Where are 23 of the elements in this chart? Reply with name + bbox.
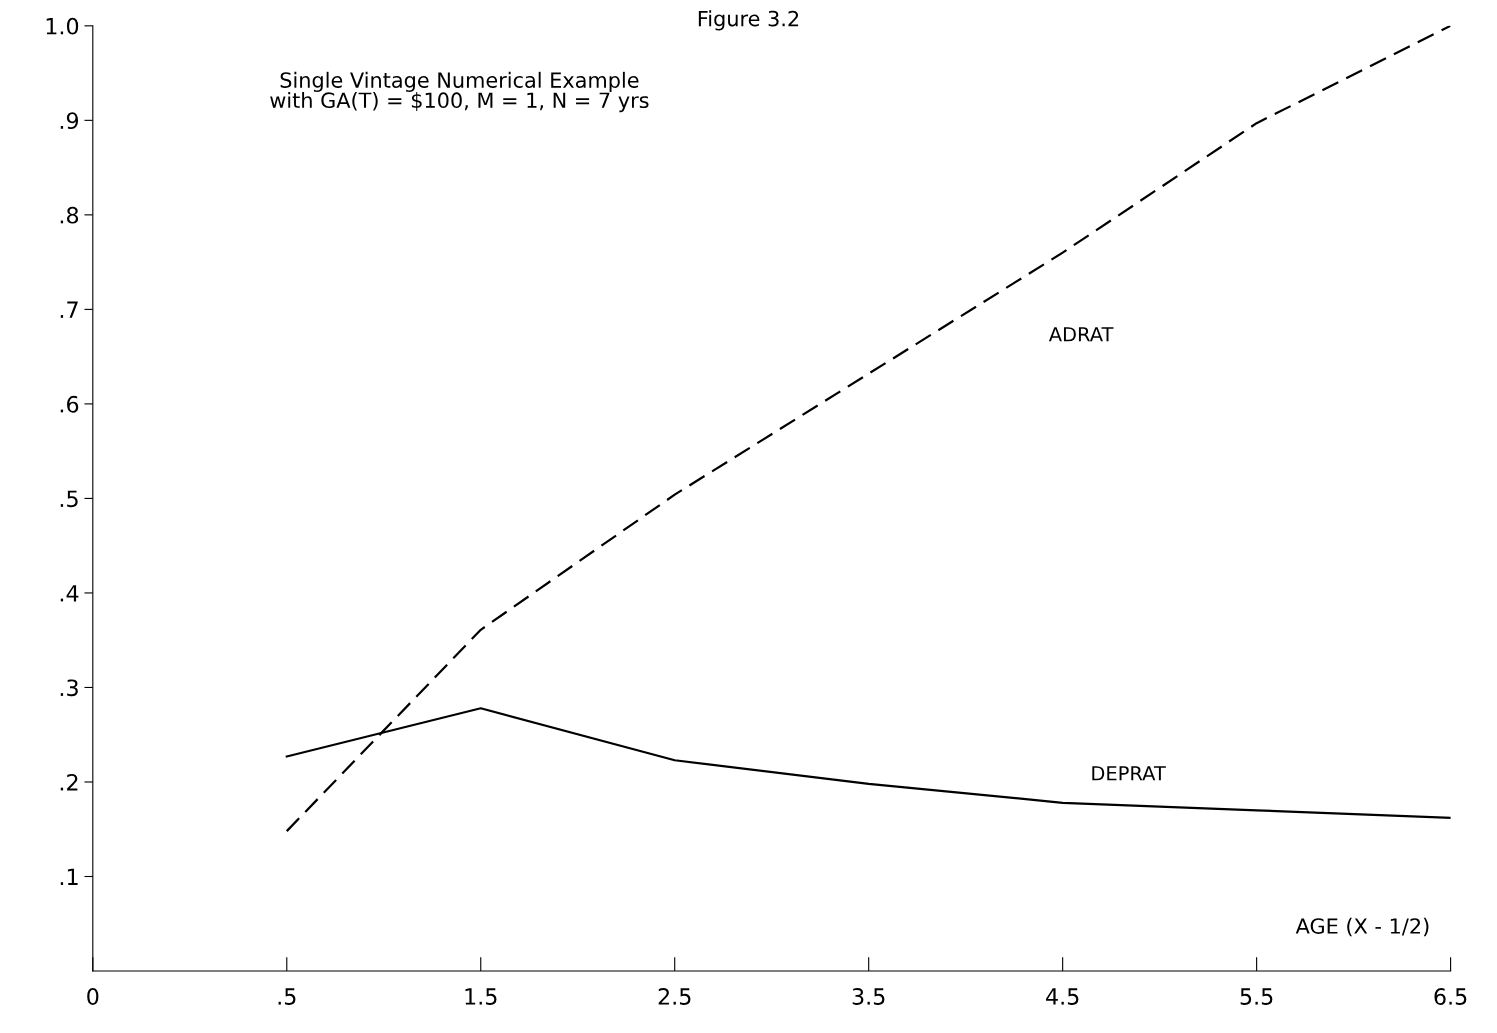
- y-tick-label: 1.0: [46, 17, 79, 35]
- text: Single Vintage Numerical Example with GA(T) = $100, M = 1, N = 7 yrs: [270, 71, 649, 113]
- x-tick-label: 3.5: [852, 988, 885, 1005]
- y-tick-label: .5: [60, 490, 78, 508]
- y-tick-label: .6: [60, 395, 79, 413]
- y-tick-label: .1: [60, 868, 78, 885]
- x-tick-label: 0: [87, 988, 99, 1005]
- y-tick-label: .7: [60, 301, 78, 318]
- x-axis-title: AGE (X - 1/2): [1295, 917, 1429, 937]
- y-tick-label: .3: [60, 679, 78, 697]
- x-tick-label: 6.5: [1434, 988, 1467, 1005]
- y-tick-label: .4: [60, 585, 79, 602]
- text: ADRAT: [1048, 327, 1114, 342]
- y-tick-label: .8: [60, 206, 79, 224]
- chart-title: Figure 3.2: [698, 10, 799, 31]
- x-tick-label: 1.5: [465, 988, 497, 1005]
- x-tick-label: 5.5: [1240, 988, 1273, 1005]
- x-tick-label: 4.5: [1046, 988, 1079, 1005]
- x-tick-label: .5: [278, 988, 296, 1005]
- series-label: DEPRAT: [1092, 766, 1166, 781]
- y-tick-label: .2: [60, 773, 78, 791]
- x-tick-label: 2.5: [658, 988, 691, 1005]
- y-tick-label: .9: [60, 112, 79, 130]
